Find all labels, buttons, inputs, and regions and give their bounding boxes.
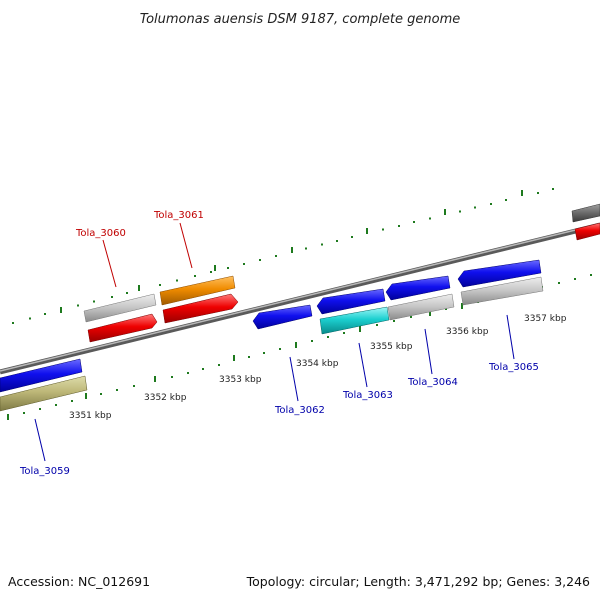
gene-feature-grey[interactable] — [83, 293, 157, 323]
tick-labels: 3351 kbp 3352 kbp 3353 kbp 3354 kbp 3355… — [69, 314, 567, 421]
gene-arrow-tola-3064[interactable] — [385, 275, 451, 301]
tick-label: 3352 kbp — [144, 393, 187, 403]
gene-arrow-tola-3065[interactable] — [457, 259, 542, 288]
gene-feature-olive[interactable] — [0, 375, 88, 412]
tick-track-lower — [7, 274, 592, 420]
genome-summary-text: Topology: circular; Length: 3,471,292 bp… — [246, 574, 590, 589]
forward-features — [83, 203, 600, 343]
tick-label: 3354 kbp — [296, 359, 339, 369]
gene-feature-grey[interactable] — [460, 276, 544, 306]
tick-label: 3355 kbp — [370, 342, 413, 352]
reverse-features — [0, 259, 544, 412]
gene-label-tola-3064[interactable]: Tola_3064 — [407, 377, 458, 388]
accession-text: Accession: NC_012691 — [8, 574, 150, 589]
gene-label-tola-3062[interactable]: Tola_3062 — [274, 405, 325, 416]
gene-label-tola-3061[interactable]: Tola_3061 — [153, 210, 204, 221]
gene-arrow-tola-3060[interactable] — [87, 313, 158, 343]
gene-feature-grey[interactable] — [387, 293, 455, 321]
tick-label: 3356 kbp — [446, 327, 489, 337]
gene-feature-dark[interactable] — [571, 203, 600, 223]
gene-label-tola-3063[interactable]: Tola_3063 — [342, 390, 393, 401]
gene-arrow-blue[interactable] — [316, 288, 386, 315]
label-leaders — [34, 222, 515, 462]
gene-label-tola-3060[interactable]: Tola_3060 — [75, 228, 126, 239]
gene-labels: Tola_3060 Tola_3061 Tola_3059 Tola_3062 … — [19, 210, 539, 477]
gene-feature-orange[interactable] — [159, 275, 236, 306]
gene-arrow-tola-3061[interactable] — [162, 293, 239, 324]
gene-label-tola-3065[interactable]: Tola_3065 — [488, 362, 539, 373]
tick-track-upper — [12, 188, 554, 324]
gene-arrow-tola-3059[interactable] — [0, 358, 83, 393]
genome-backbone — [0, 222, 600, 375]
tick-label: 3353 kbp — [219, 375, 262, 385]
tick-label: 3357 kbp — [524, 314, 567, 324]
gene-feature-red-right[interactable] — [574, 222, 600, 241]
gene-feature-tola-3063[interactable] — [319, 306, 390, 335]
map-title: Tolumonas auensis DSM 9187, complete gen… — [140, 12, 461, 27]
gene-arrow-tola-3062[interactable] — [252, 304, 313, 330]
gene-label-tola-3059[interactable]: Tola_3059 — [19, 466, 70, 477]
tick-label: 3351 kbp — [69, 411, 112, 421]
